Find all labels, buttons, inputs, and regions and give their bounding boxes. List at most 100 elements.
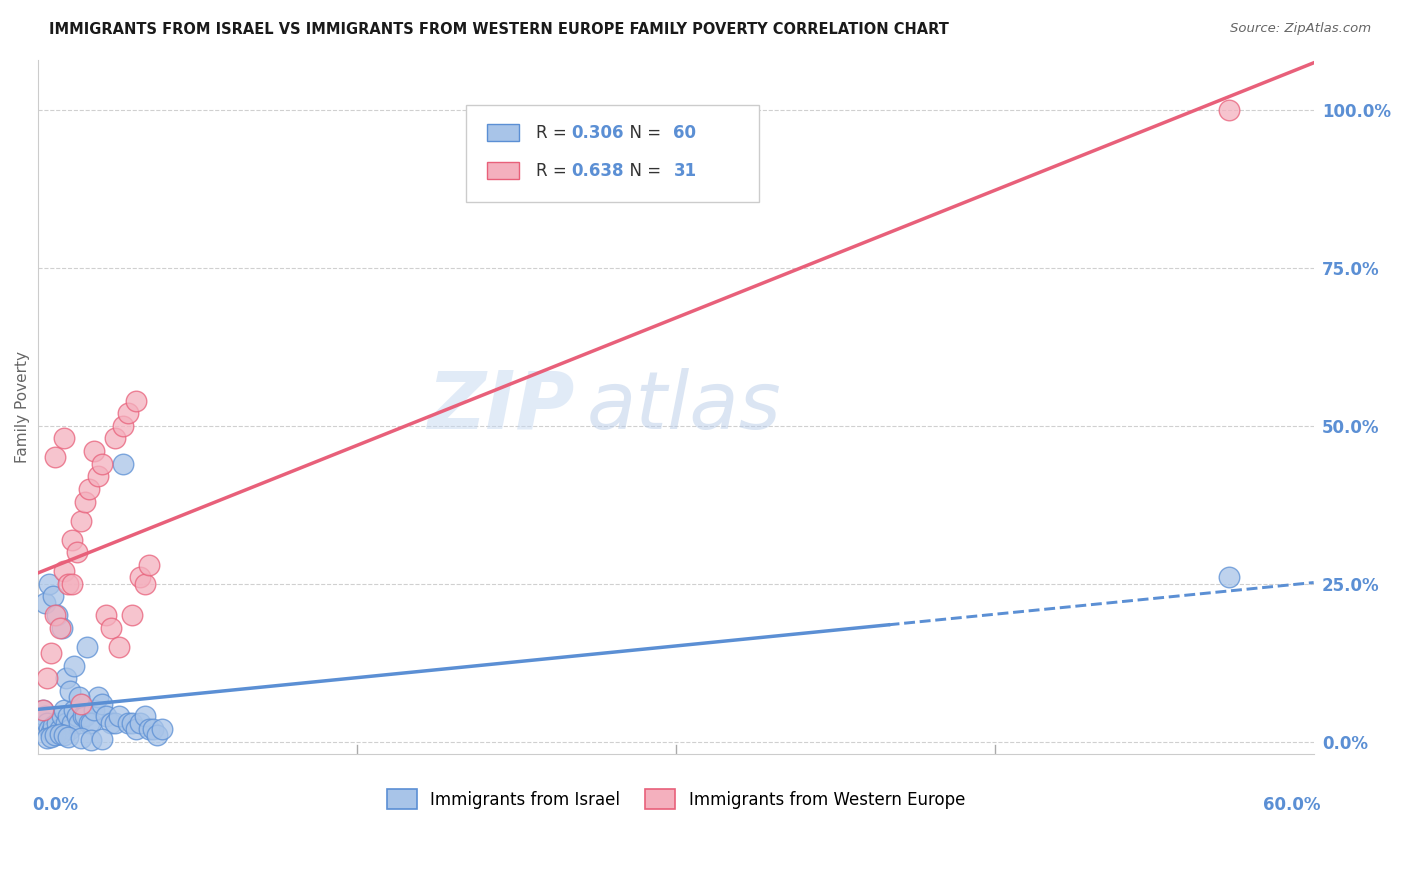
- Point: [117, 406, 139, 420]
- Point: [142, 722, 165, 736]
- Point: [96, 608, 118, 623]
- Text: 60.0%: 60.0%: [1263, 796, 1320, 814]
- Text: R =: R =: [536, 161, 572, 179]
- Point: [48, 621, 70, 635]
- Point: [60, 576, 83, 591]
- Point: [87, 690, 110, 705]
- Point: [35, 672, 58, 686]
- Point: [112, 418, 135, 433]
- Point: [79, 715, 101, 730]
- Point: [129, 570, 152, 584]
- Point: [42, 590, 65, 604]
- Point: [83, 703, 105, 717]
- Point: [48, 722, 70, 736]
- Point: [146, 728, 169, 742]
- Point: [38, 722, 60, 736]
- Point: [108, 640, 131, 654]
- Point: [34, 709, 56, 723]
- Point: [80, 715, 103, 730]
- Point: [59, 684, 82, 698]
- Point: [60, 533, 83, 547]
- Point: [48, 727, 70, 741]
- Point: [65, 709, 87, 723]
- Point: [34, 596, 56, 610]
- Point: [125, 393, 148, 408]
- Point: [46, 715, 69, 730]
- Point: [138, 558, 160, 572]
- Point: [39, 646, 62, 660]
- Point: [75, 709, 97, 723]
- Point: [44, 450, 66, 465]
- Point: [69, 514, 91, 528]
- Point: [96, 709, 118, 723]
- Point: [121, 608, 143, 623]
- Point: [51, 709, 73, 723]
- Point: [72, 709, 94, 723]
- Point: [44, 728, 66, 742]
- Point: [56, 709, 79, 723]
- Point: [91, 457, 114, 471]
- Point: [87, 469, 110, 483]
- Point: [76, 640, 98, 654]
- Point: [60, 715, 83, 730]
- Point: [63, 703, 86, 717]
- Point: [100, 621, 122, 635]
- Point: [1218, 570, 1240, 584]
- Text: R =: R =: [536, 123, 572, 142]
- Point: [39, 725, 62, 739]
- Text: N =: N =: [619, 161, 666, 179]
- Point: [138, 722, 160, 736]
- Point: [104, 715, 127, 730]
- Point: [104, 432, 127, 446]
- Point: [52, 728, 75, 742]
- Point: [63, 658, 86, 673]
- Point: [117, 715, 139, 730]
- Legend: Immigrants from Israel, Immigrants from Western Europe: Immigrants from Israel, Immigrants from …: [380, 783, 972, 815]
- Point: [56, 730, 79, 744]
- Point: [80, 732, 103, 747]
- Point: [121, 715, 143, 730]
- FancyBboxPatch shape: [488, 162, 519, 179]
- Point: [112, 457, 135, 471]
- Point: [38, 576, 60, 591]
- Text: 0.306: 0.306: [571, 123, 624, 142]
- Point: [125, 722, 148, 736]
- Point: [79, 482, 101, 496]
- Text: 60: 60: [673, 123, 696, 142]
- FancyBboxPatch shape: [488, 124, 519, 141]
- Text: IMMIGRANTS FROM ISRAEL VS IMMIGRANTS FROM WESTERN EUROPE FAMILY POVERTY CORRELAT: IMMIGRANTS FROM ISRAEL VS IMMIGRANTS FRO…: [49, 22, 949, 37]
- Point: [67, 690, 90, 705]
- Text: ZIP: ZIP: [426, 368, 574, 446]
- Text: N =: N =: [619, 123, 666, 142]
- Point: [69, 697, 91, 711]
- Point: [35, 715, 58, 730]
- Point: [91, 732, 114, 747]
- Point: [55, 715, 77, 730]
- Point: [35, 731, 58, 746]
- Y-axis label: Family Poverty: Family Poverty: [15, 351, 30, 463]
- Point: [56, 576, 79, 591]
- Point: [52, 432, 75, 446]
- Point: [69, 697, 91, 711]
- Point: [100, 715, 122, 730]
- Point: [39, 730, 62, 744]
- Point: [31, 703, 53, 717]
- Point: [31, 703, 53, 717]
- Point: [46, 608, 69, 623]
- Point: [55, 672, 77, 686]
- Point: [42, 719, 65, 733]
- Point: [108, 709, 131, 723]
- Point: [1218, 103, 1240, 117]
- Point: [150, 722, 173, 736]
- Point: [134, 576, 156, 591]
- Text: Source: ZipAtlas.com: Source: ZipAtlas.com: [1230, 22, 1371, 36]
- Text: 0.638: 0.638: [571, 161, 624, 179]
- Point: [83, 444, 105, 458]
- Point: [129, 715, 152, 730]
- Point: [134, 709, 156, 723]
- Text: atlas: atlas: [586, 368, 782, 446]
- Point: [69, 731, 91, 746]
- FancyBboxPatch shape: [465, 104, 759, 202]
- Point: [52, 564, 75, 578]
- Point: [51, 621, 73, 635]
